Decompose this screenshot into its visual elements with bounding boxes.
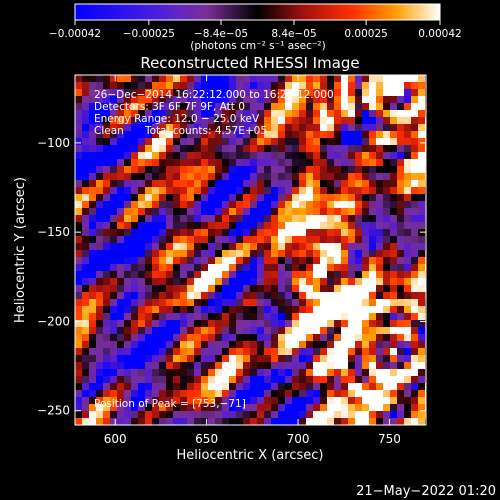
y-tick-label: −100 xyxy=(37,136,70,150)
energy-range-label: Energy Range: 12.0 − 25.0 keV xyxy=(94,113,260,125)
info-block: 26−Dec−2014 16:22:12.000 to 16:28:12.000… xyxy=(94,89,334,410)
colorbar-tick-label: 0.00042 xyxy=(418,28,461,40)
peak-position-label: Position of Peak = [753,−71] xyxy=(94,398,246,410)
colorbar: −0.00042 −0.00025 −8.4e−05 8.4e−05 0.00025 0.… xyxy=(49,3,462,52)
render-timestamp: 21−May−2022 01:20 xyxy=(356,484,496,499)
y-tick-label: −150 xyxy=(37,225,70,239)
colorbar-tick-label: −0.00025 xyxy=(123,28,175,40)
date-range-label: 26−Dec−2014 16:22:12.000 to 16:28:12.000 xyxy=(94,89,334,101)
detectors-label: Detectors: 3F 6F 7F 9F, Att 0 xyxy=(94,101,245,113)
x-tick-label: 700 xyxy=(287,432,310,446)
y-axis-title: Heliocentric Y (arcsec) xyxy=(13,177,28,323)
chart-title: Reconstructed RHESSI Image xyxy=(140,54,359,72)
x-tick-label: 600 xyxy=(104,432,127,446)
x-axis-title: Heliocentric X (arcsec) xyxy=(177,448,324,463)
colorbar-tick-label: 0.00025 xyxy=(344,28,387,40)
colorbar-unit-label: (photons cm⁻² s⁻¹ asec⁻²) xyxy=(190,40,325,52)
heatmap xyxy=(75,75,426,425)
method-label: Clean xyxy=(94,125,124,137)
plot-frame xyxy=(74,74,427,426)
colorbar-tick-label: −8.4e−05 xyxy=(194,28,248,40)
y-tick-label: −250 xyxy=(37,404,70,418)
colorbar-gradient xyxy=(75,4,440,20)
colorbar-tick-label: 8.4e−05 xyxy=(271,28,316,40)
y-tick-label: −200 xyxy=(37,314,70,328)
total-counts-label: Total counts: 4.57E+05 xyxy=(144,125,267,137)
x-tick-label: 750 xyxy=(378,432,401,446)
x-tick-label: 650 xyxy=(195,432,218,446)
colorbar-tick-label: −0.00042 xyxy=(49,28,101,40)
